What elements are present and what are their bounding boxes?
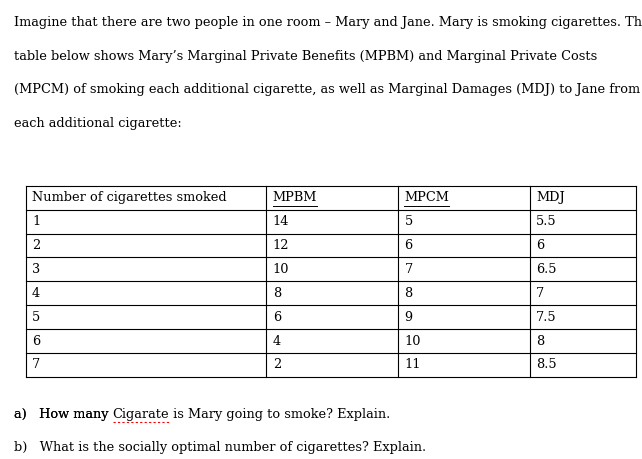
Text: 7.5: 7.5 bbox=[536, 311, 557, 324]
Text: 4: 4 bbox=[32, 287, 40, 300]
Text: 5: 5 bbox=[404, 215, 413, 228]
Text: 8: 8 bbox=[404, 287, 413, 300]
Text: MPBM: MPBM bbox=[273, 191, 317, 204]
Text: is Mary going to smoke? Explain.: is Mary going to smoke? Explain. bbox=[169, 408, 390, 421]
Text: MPCM: MPCM bbox=[404, 191, 449, 204]
Text: a)   How many: a) How many bbox=[14, 408, 113, 421]
Text: Imagine that there are two people in one room – Mary and Jane. Mary is smoking c: Imagine that there are two people in one… bbox=[14, 16, 642, 29]
Text: 6: 6 bbox=[32, 335, 40, 347]
Text: 8: 8 bbox=[273, 287, 281, 300]
Text: 6.5: 6.5 bbox=[536, 263, 557, 276]
Text: (MPCM) of smoking each additional cigarette, as well as Marginal Damages (MDJ) t: (MPCM) of smoking each additional cigare… bbox=[14, 83, 640, 96]
Text: 3: 3 bbox=[32, 263, 40, 276]
Text: 6: 6 bbox=[273, 311, 281, 324]
Text: Cigarate: Cigarate bbox=[113, 408, 169, 421]
Text: 12: 12 bbox=[273, 239, 290, 252]
Text: 7: 7 bbox=[32, 358, 40, 371]
Text: table below shows Mary’s Marginal Private Benefits (MPBM) and Marginal Private C: table below shows Mary’s Marginal Privat… bbox=[14, 50, 597, 62]
Text: 7: 7 bbox=[536, 287, 544, 300]
Text: a)   How many: a) How many bbox=[14, 408, 113, 421]
Text: 7: 7 bbox=[404, 263, 413, 276]
Text: 5.5: 5.5 bbox=[536, 215, 557, 228]
Text: 10: 10 bbox=[273, 263, 290, 276]
Text: MDJ: MDJ bbox=[536, 191, 565, 204]
Text: 2: 2 bbox=[32, 239, 40, 252]
Text: 10: 10 bbox=[404, 335, 421, 347]
Text: 2: 2 bbox=[273, 358, 281, 371]
Text: Number of cigarettes smoked: Number of cigarettes smoked bbox=[32, 191, 227, 204]
Text: 6: 6 bbox=[536, 239, 544, 252]
Text: 14: 14 bbox=[273, 215, 290, 228]
Text: 6: 6 bbox=[404, 239, 413, 252]
Text: each additional cigarette:: each additional cigarette: bbox=[14, 117, 182, 129]
Text: 8: 8 bbox=[536, 335, 544, 347]
Text: 8.5: 8.5 bbox=[536, 358, 557, 371]
Text: 11: 11 bbox=[404, 358, 421, 371]
Text: 1: 1 bbox=[32, 215, 40, 228]
Text: 5: 5 bbox=[32, 311, 40, 324]
Text: 4: 4 bbox=[273, 335, 281, 347]
Text: 9: 9 bbox=[404, 311, 413, 324]
Text: b)   What is the socially optimal number of cigarettes? Explain.: b) What is the socially optimal number o… bbox=[14, 441, 426, 454]
